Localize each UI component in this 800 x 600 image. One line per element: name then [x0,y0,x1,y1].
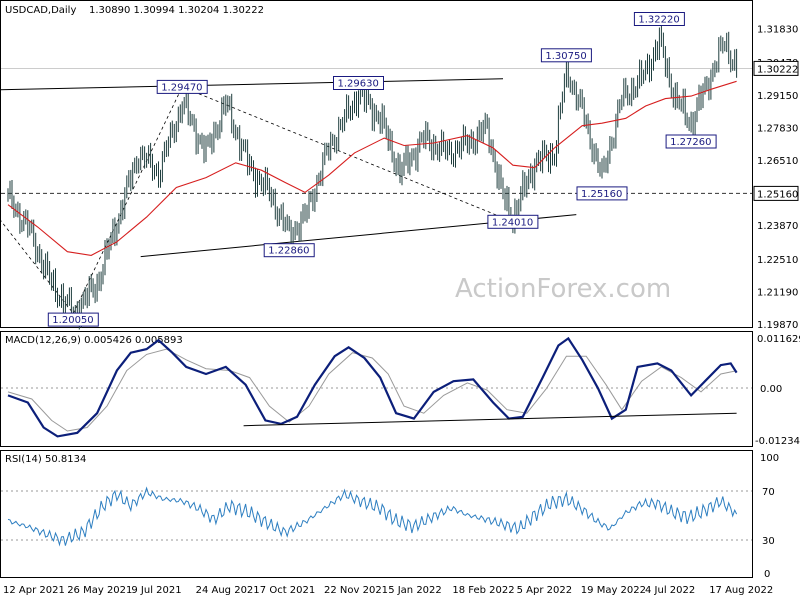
macd-header: MACD(12,26,9) 0.005426 0.005893 [5,335,183,346]
annotation-label: 1.27260 [670,137,711,148]
x-tick-label: 5 Apr 2022 [517,585,572,596]
macd-tick-bottom: -0.012348 [755,436,800,447]
x-tick-label: 22 Nov 2021 [324,585,388,596]
price-tick-label: 1.29150 [757,91,798,102]
annotation-label: 1.25160 [581,189,622,200]
price-tick-label: 1.26510 [757,156,798,167]
macd-panel [0,331,753,447]
price-tick-label: 1.23870 [757,221,798,232]
price-tick-label: 1.19870 [757,320,798,331]
annotation-label: 1.29630 [338,79,379,90]
x-tick-label: 18 Feb 2022 [452,585,514,596]
price-marker-label: 1.30222 [757,64,798,75]
annotation-box [263,243,315,258]
x-tick-label: 9 Jul 2021 [131,585,181,596]
macd-tick-zero: 0.00 [760,384,782,395]
annotation-label: 1.30750 [545,51,586,62]
price-tick-label: 1.27830 [757,123,798,134]
rsi-line [7,486,738,547]
annotation-label: 1.29470 [161,82,202,93]
x-tick-label: 17 Aug 2022 [709,585,773,596]
annotation-box [333,76,384,90]
x-tick-label: 26 May 2021 [67,585,132,596]
rsi-panel [0,450,753,578]
rsi-tick-100: 100 [760,453,779,464]
annotation-box [576,186,628,201]
price-header-ohlc: 1.30890 1.30994 1.30204 1.30222 [89,5,264,16]
price-tick-label: 1.22510 [757,255,798,266]
x-tick-label: 5 Jan 2022 [388,585,442,596]
macd-line [7,336,738,438]
macd-signal-line [7,348,737,432]
price-header-symbol: USDCAD,Daily [5,5,76,16]
rsi-tick-0: 0 [764,569,770,580]
price-marker-label: 1.25160 [757,189,798,200]
annotation-label: 1.22860 [268,246,309,257]
x-tick-label: 7 Oct 2021 [260,585,315,596]
rsi-tick-70: 70 [762,487,775,498]
macd-trendline [243,412,737,427]
price-tick-label: 1.21190 [757,287,798,298]
price-trendline [0,78,504,91]
rsi-header: RSI(14) 50.8134 [5,454,86,465]
x-tick-label: 24 Aug 2021 [196,585,260,596]
rsi-tick-30: 30 [762,536,775,547]
annotation-box [540,48,592,63]
moving-average-line [7,80,737,256]
annotation-box [487,214,539,229]
price-marker-box [753,185,799,201]
annotation-box [156,79,208,94]
watermark: ActionForex.com [455,274,671,304]
annotation-box [665,134,717,149]
annotation-label: 1.20050 [52,315,93,326]
price-marker-box [753,60,799,76]
x-tick-label: 4 Jul 2022 [645,585,695,596]
price-tick-label: 1.31830 [757,25,798,36]
macd-tick-top: 0.011629 [757,334,800,345]
x-tick-label: 12 Apr 2021 [3,585,65,596]
annotation-label: 1.24010 [492,217,533,228]
wave-dashed-line [0,219,74,314]
annotation-box [47,312,99,327]
annotation-label: 1.32220 [638,15,679,26]
x-tick-label: 19 May 2022 [581,585,646,596]
price-panel [0,0,753,328]
annotation-box [633,12,685,26]
